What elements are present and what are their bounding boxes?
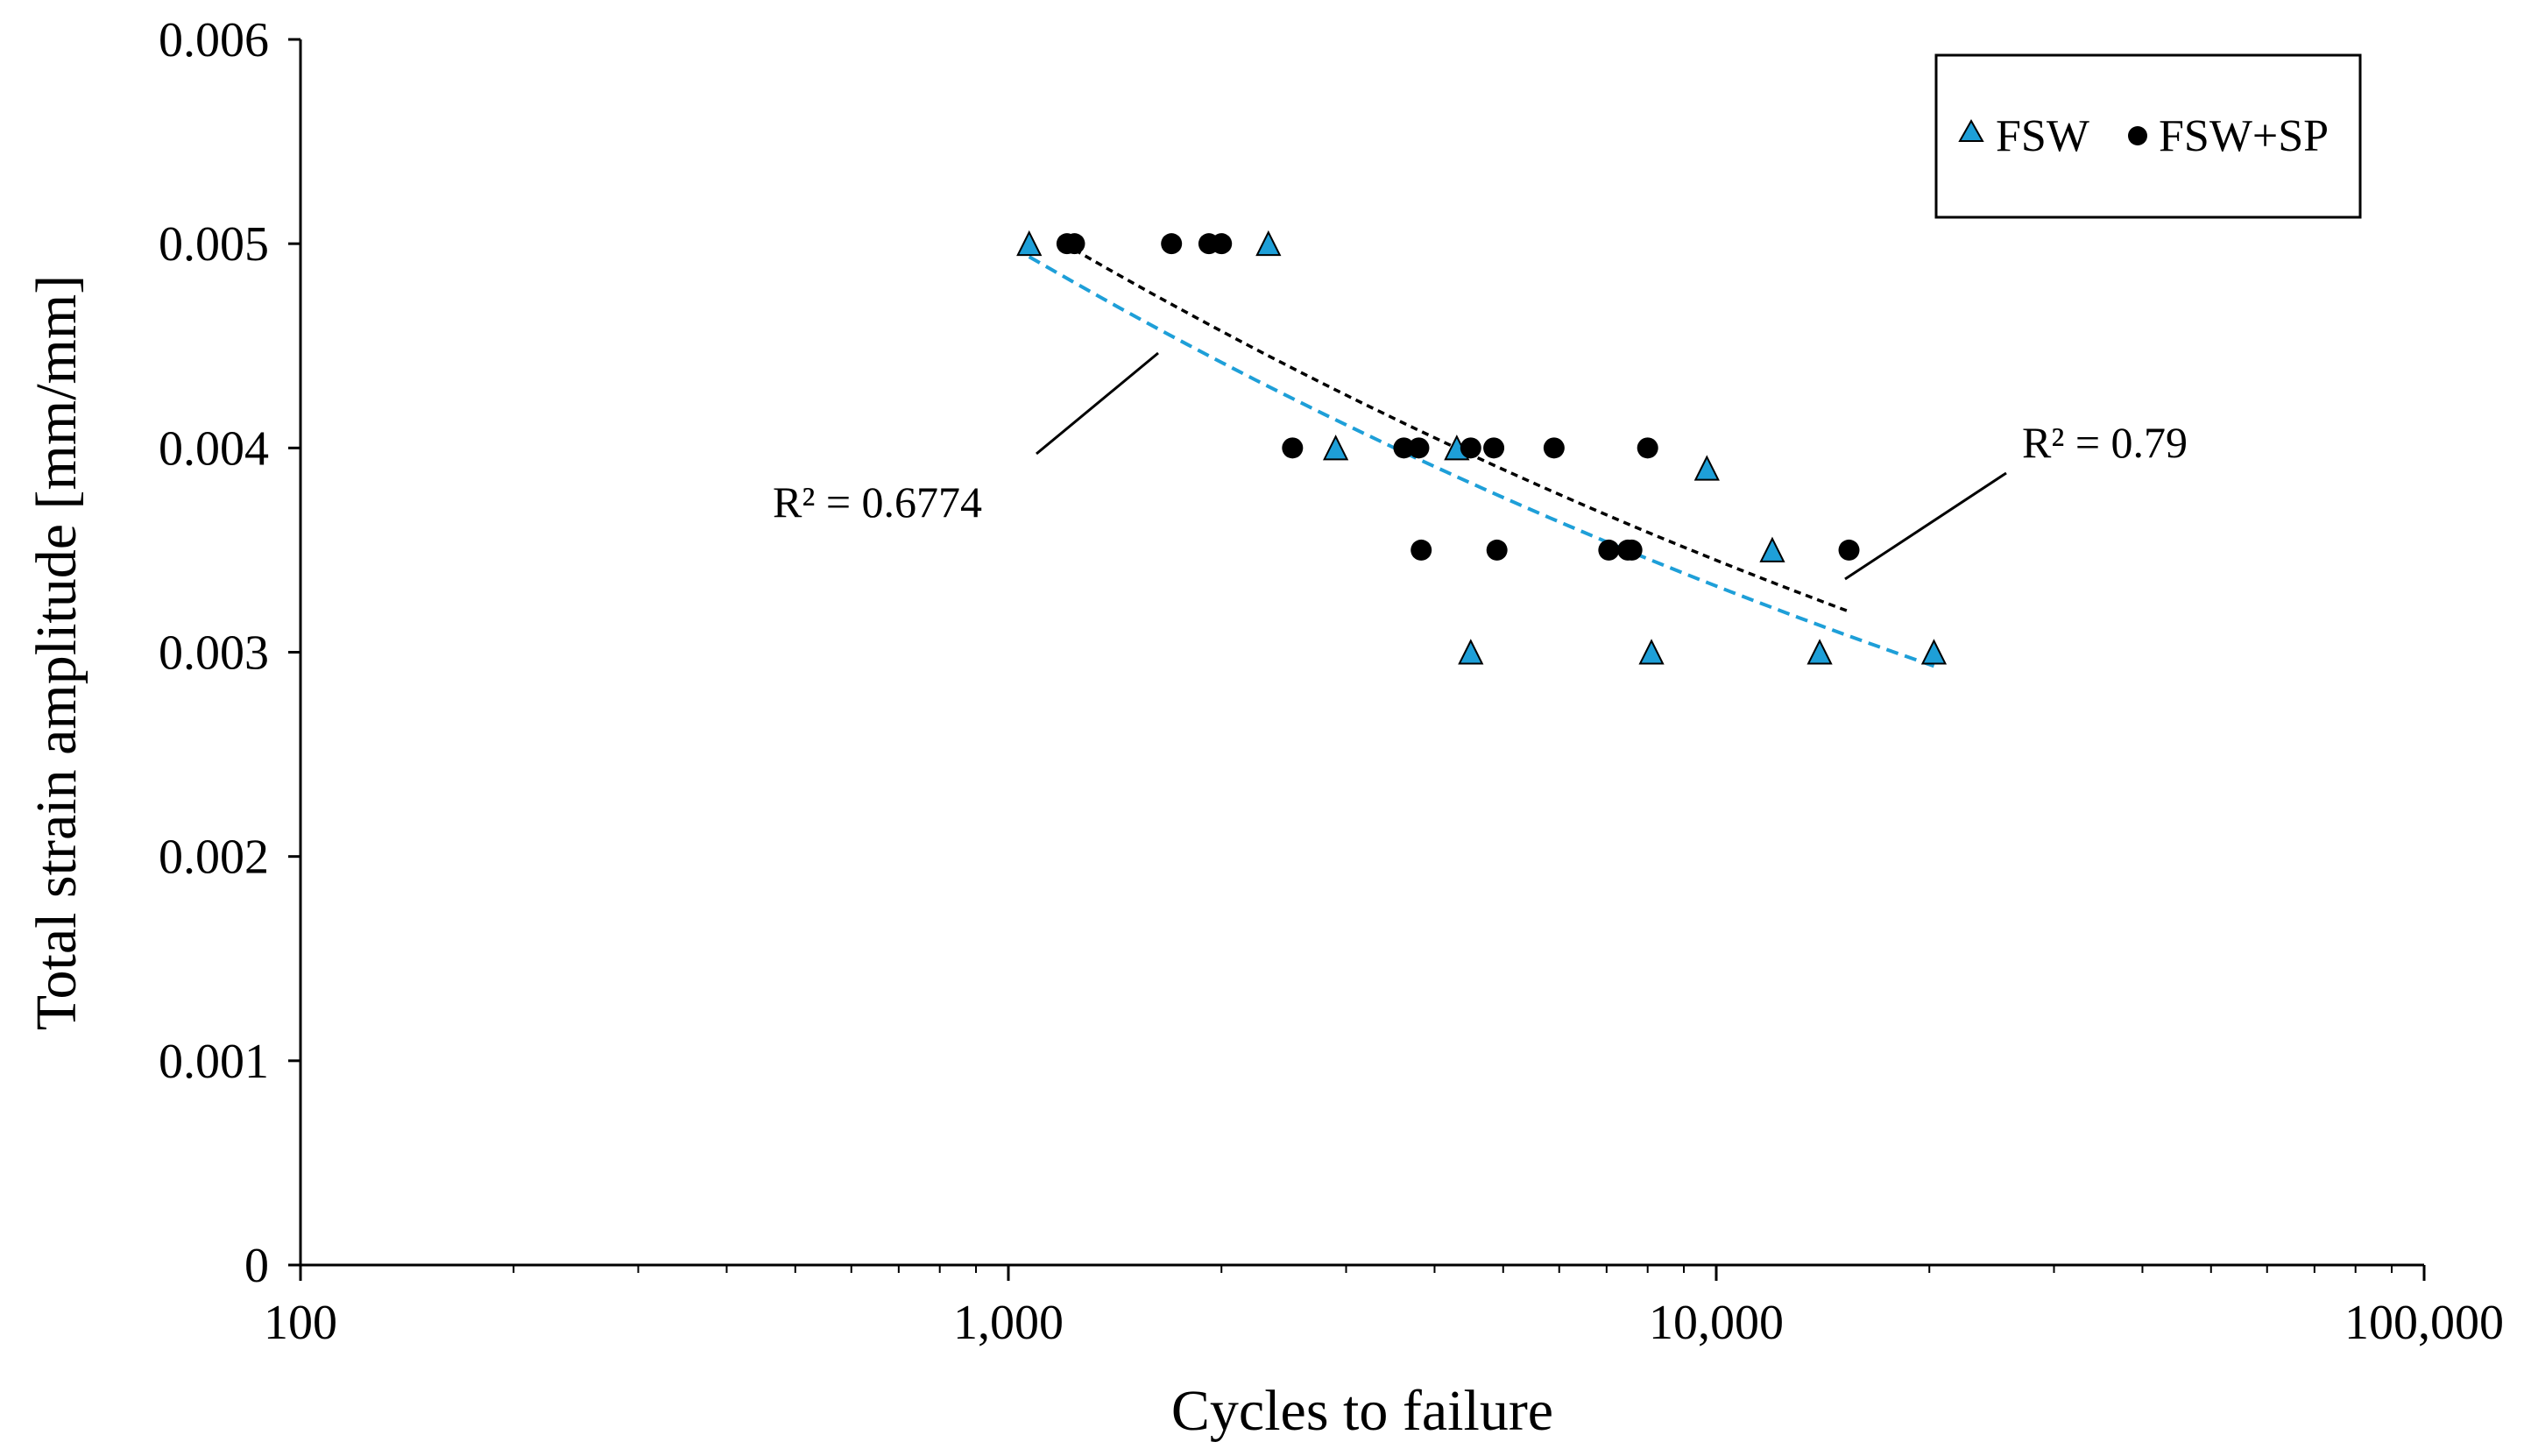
trendline-fsw <box>1028 255 1935 668</box>
x-axis-title: Cycles to failure <box>1171 1379 1553 1443</box>
r2-leader-fsw-sp <box>1844 471 2007 581</box>
data-point-fsw <box>1016 230 1043 257</box>
data-point-fsw-sp <box>1838 539 1860 561</box>
y-axis-title: Total strain amplitude [mm/mm] <box>25 275 88 1030</box>
legend-fsw-label: FSW <box>1996 111 2089 161</box>
x-tick-label: 1,000 <box>953 1296 1064 1350</box>
data-point-fsw-sp <box>1282 437 1304 459</box>
data-point-fsw <box>1806 639 1833 665</box>
y-tick-label: 0.005 <box>159 217 269 272</box>
r2-leader-fsw <box>1036 351 1159 456</box>
legend-fsw-sp-label: FSW+SP <box>2159 111 2329 161</box>
data-point-fsw-sp <box>1393 437 1415 459</box>
y-tick-label: 0.003 <box>159 626 269 681</box>
legend-box <box>1934 53 2362 219</box>
data-point-fsw-sp <box>1410 539 1432 561</box>
data-point-fsw-sp <box>1211 233 1233 255</box>
data-point-fsw <box>1759 536 1785 562</box>
x-tick-label: 10,000 <box>1649 1296 1784 1350</box>
data-point-fsw-sp <box>1483 437 1505 459</box>
data-point-fsw <box>1458 639 1484 665</box>
data-point-fsw <box>1638 639 1665 665</box>
annotations: R² = 0.6774 R² = 0.79 <box>773 351 2188 581</box>
x-tick-label: 100,000 <box>2344 1296 2504 1350</box>
data-point-fsw-sp <box>1460 437 1481 459</box>
trendline-fsw-sp <box>1073 248 1850 613</box>
data-point-fsw-sp <box>1408 437 1430 459</box>
data-points <box>1016 230 1948 665</box>
x-ticks: 100 1,000 10,000 100,000 <box>264 1265 2504 1350</box>
data-point-fsw-sp <box>1161 233 1183 255</box>
data-point-fsw-sp <box>1543 437 1565 459</box>
data-point-fsw-sp <box>1637 437 1658 459</box>
axes <box>299 39 2424 1267</box>
legend: FSW FSW+SP <box>1934 53 2362 219</box>
r2-label-fsw: R² = 0.6774 <box>773 477 982 527</box>
legend-fsw-sp-marker <box>2128 126 2147 145</box>
y-ticks: 0 0.001 0.002 0.003 0.004 0.005 0.006 <box>159 13 300 1293</box>
data-point-fsw-sp <box>1598 539 1620 561</box>
x-tick-label: 100 <box>264 1296 337 1350</box>
y-tick-label: 0 <box>244 1239 269 1293</box>
y-tick-label: 0.006 <box>159 13 269 67</box>
data-point-fsw <box>1255 230 1282 257</box>
data-point-fsw-sp <box>1064 233 1085 255</box>
legend-fsw-marker <box>1958 118 1984 142</box>
trendlines <box>1028 248 1935 668</box>
data-point-fsw <box>1693 455 1720 481</box>
data-point-fsw <box>1322 435 1349 461</box>
data-point-fsw <box>1920 639 1948 665</box>
y-tick-label: 0.002 <box>159 830 269 885</box>
y-tick-label: 0.001 <box>159 1035 269 1089</box>
data-point-fsw-sp <box>1621 539 1643 561</box>
data-point-fsw-sp <box>1486 539 1508 561</box>
r2-label-fsw-sp: R² = 0.79 <box>2022 418 2188 467</box>
y-tick-label: 0.004 <box>159 421 269 476</box>
